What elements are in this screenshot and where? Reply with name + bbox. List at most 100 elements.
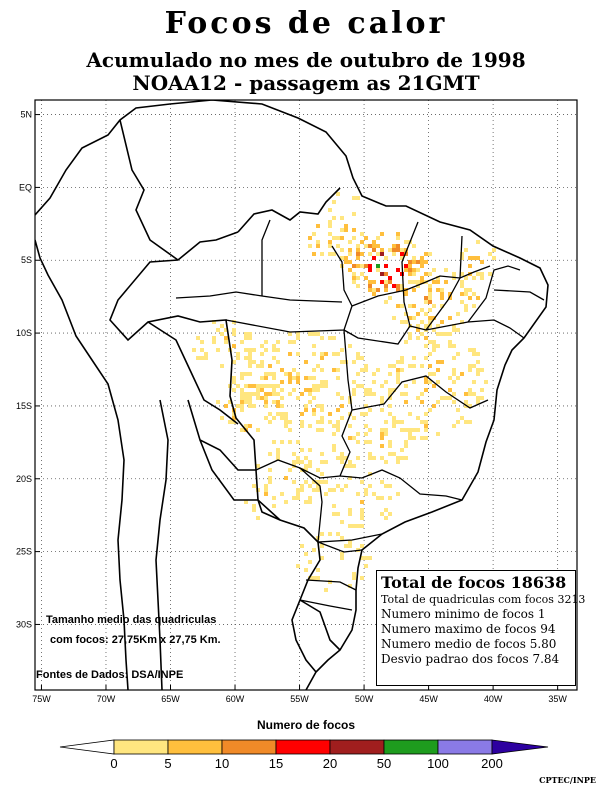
desvio-padrao: Desvio padrao dos focos 7.84	[381, 652, 560, 666]
hotspot-cell	[348, 512, 352, 516]
state-borders-5	[351, 375, 489, 411]
hotspot-cell	[404, 248, 408, 252]
hotspot-cell	[344, 484, 348, 488]
guianas-borders	[237, 187, 341, 233]
state-borders-9	[305, 579, 357, 591]
hotspot-cell	[192, 348, 196, 352]
hotspot-cell	[440, 292, 444, 296]
hotspot-cell	[236, 384, 240, 388]
hotspot-cell	[300, 448, 304, 452]
legend-title: Numero de focos	[256, 718, 355, 732]
hotspot-cell	[388, 248, 392, 252]
hotspot-cell	[360, 272, 364, 276]
hotspot-cell	[396, 284, 400, 288]
hotspot-cell	[260, 388, 264, 392]
hotspot-cell	[292, 388, 296, 392]
hotspot-cell	[436, 288, 440, 292]
hotspot-cell	[396, 460, 400, 464]
hotspot-cell	[312, 408, 316, 412]
hotspot-cell	[372, 492, 376, 496]
hotspot-cell	[392, 420, 396, 424]
legend-swatch	[437, 739, 493, 755]
hotspot-cell	[432, 348, 436, 352]
hotspot-cell	[216, 328, 220, 332]
hotspot-cell	[364, 492, 368, 496]
hotspot-cell	[396, 236, 400, 240]
hotspot-cell	[340, 396, 344, 400]
hotspot-cell	[336, 456, 340, 460]
hotspot-cell	[256, 388, 260, 392]
hotspot-cell	[480, 272, 484, 276]
hotspot-cell	[456, 376, 460, 380]
hotspot-cell	[448, 388, 452, 392]
hotspot-cell	[272, 400, 276, 404]
hotspot-cell	[284, 412, 288, 416]
hotspot-cell	[364, 432, 368, 436]
hotspot-cell	[232, 412, 236, 416]
hotspot-cell	[224, 404, 228, 408]
hotspot-cell	[328, 220, 332, 224]
hotspot-cell	[408, 304, 412, 308]
hotspot-cell	[340, 552, 344, 556]
hotspot-cell	[340, 416, 344, 420]
hotspot-cell	[440, 304, 444, 308]
hotspot-cell	[332, 236, 336, 240]
hotspot-cell	[268, 468, 272, 472]
hotspot-cell	[476, 296, 480, 300]
hotspot-cell	[416, 260, 420, 264]
hotspot-cell	[284, 372, 288, 376]
hotspot-cell	[400, 304, 404, 308]
hotspot-cell	[268, 420, 272, 424]
hotspot-cell	[492, 256, 496, 260]
hotspot-cell	[464, 420, 468, 424]
hotspot-cell	[300, 484, 304, 488]
hotspot-cell	[248, 360, 252, 364]
hotspot-cell	[432, 404, 436, 408]
hotspot-cell	[400, 456, 404, 460]
hotspot-cell	[352, 264, 356, 268]
hotspot-cell	[252, 404, 256, 408]
hotspot-cell	[384, 300, 388, 304]
hotspot-cell	[308, 460, 312, 464]
hotspot-cell	[312, 376, 316, 380]
hotspot-cell	[404, 268, 408, 272]
hotspot-cell	[380, 428, 384, 432]
hotspot-cell	[316, 244, 320, 248]
hotspot-cell	[396, 304, 400, 308]
hotspot-cell	[476, 372, 480, 376]
hotspot-cell	[392, 284, 396, 288]
hotspot-cell	[296, 492, 300, 496]
hotspot-cell	[292, 460, 296, 464]
hotspot-cell	[352, 572, 356, 576]
hotspot-cell	[388, 388, 392, 392]
hotspot-cell	[468, 420, 472, 424]
hotspot-cell	[428, 340, 432, 344]
hotspot-cell	[336, 244, 340, 248]
hotspot-cell	[248, 424, 252, 428]
hotspot-cell	[404, 312, 408, 316]
hotspot-cell	[404, 384, 408, 388]
hotspot-cell	[360, 500, 364, 504]
hotspot-cell	[256, 464, 260, 468]
country-state-borders	[35, 100, 549, 690]
hotspot-cell	[308, 560, 312, 564]
hotspot-cell	[380, 248, 384, 252]
hotspot-cell	[312, 344, 316, 348]
continent-coastline	[35, 100, 549, 690]
hotspot-cell	[416, 268, 420, 272]
hotspot-cell	[400, 248, 404, 252]
hotspot-cell	[360, 544, 364, 548]
hotspot-cell	[444, 268, 448, 272]
hotspot-cell	[372, 244, 376, 248]
hotspot-cell	[420, 364, 424, 368]
hotspot-cell	[244, 332, 248, 336]
brazil-border	[109, 231, 321, 673]
hotspot-cell	[468, 364, 472, 368]
hotspot-cell	[236, 404, 240, 408]
hotspot-cell	[360, 480, 364, 484]
hotspot-cell	[428, 364, 432, 368]
hotspot-cell	[396, 232, 400, 236]
hotspot-cell	[276, 392, 280, 396]
hotspot-cell	[476, 360, 480, 364]
hotspot-cell	[296, 332, 300, 336]
